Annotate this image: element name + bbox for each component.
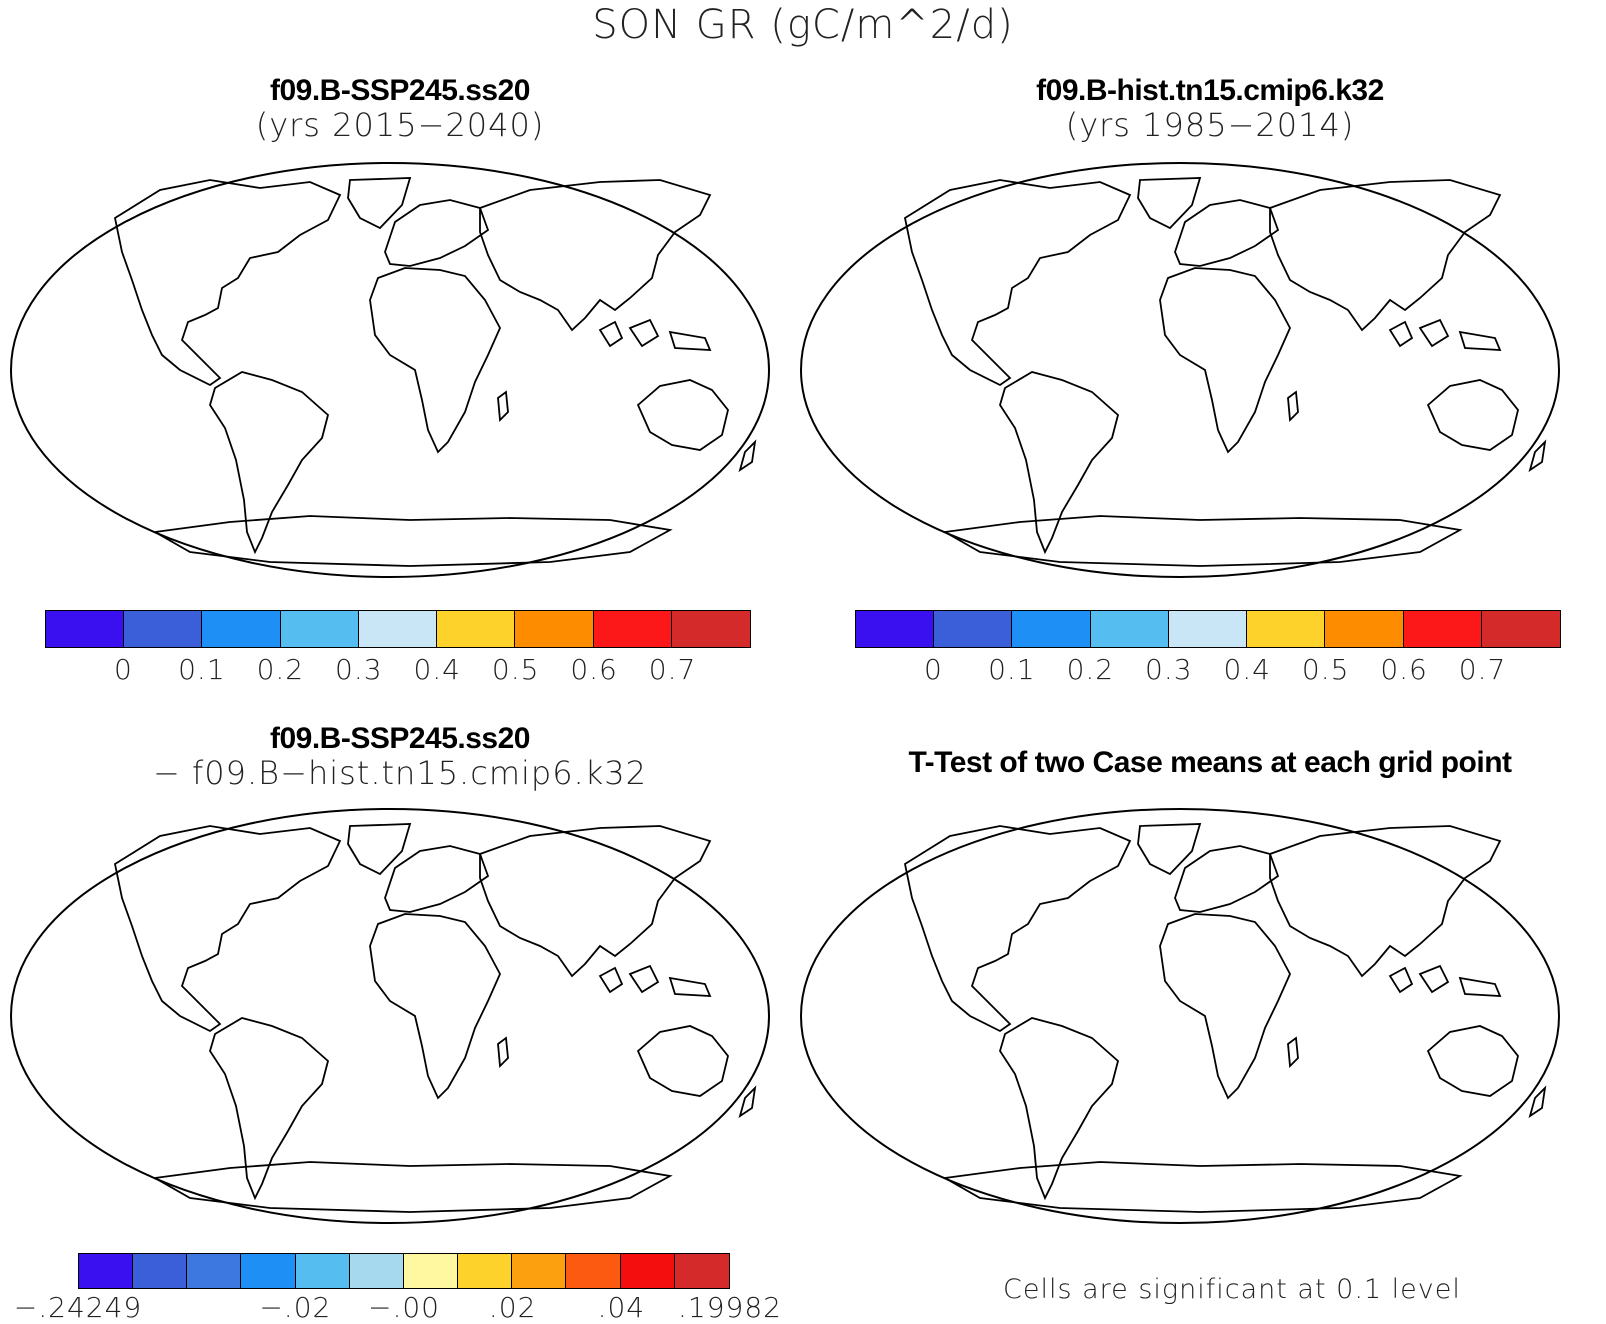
colorbar-tick-label: 0.6 <box>1380 653 1428 686</box>
colorbar-tick-label: .19982 <box>678 1291 782 1324</box>
colorbar-tick-label: 0 <box>114 653 133 686</box>
colorbar-swatch <box>671 611 750 647</box>
colorbar-labels-panel-3: −.24249 −.02 −.00 .02 .04 .19982 <box>14 1291 781 1324</box>
panel-3-map <box>10 808 770 1224</box>
panel-2-title-block: f09.B-hist.tn15.cmip6.k32 (yrs 1985−2014… <box>820 74 1600 142</box>
colorbar-swatch <box>241 1254 296 1288</box>
colorbar-swatch <box>1090 611 1169 647</box>
colorbar-tick-label: 0.1 <box>178 653 226 686</box>
panel-3-title-block: f09.B-SSP245.ss20 − f09.B−hist.tn15.cmip… <box>30 722 770 790</box>
colorbar-tick-label: 0.6 <box>570 653 618 686</box>
panel-1-map <box>10 162 770 578</box>
panel-2-map <box>800 162 1560 578</box>
panel-1-title-block: f09.B-SSP245.ss20 (yrs 2015−2040) <box>30 74 770 142</box>
panel-1-title: f09.B-SSP245.ss20 <box>269 74 531 107</box>
colorbar-swatch <box>295 1254 350 1288</box>
colorbar-labels-panel-2: 0 0.1 0.2 0.3 0.4 0.5 0.6 0.7 <box>855 653 1561 686</box>
colorbar-tick-label: .02 <box>488 1291 537 1324</box>
colorbar-swatch <box>358 611 438 647</box>
colorbar-swatch <box>124 611 203 647</box>
colorbar-swatch <box>458 1254 513 1288</box>
panel-4-map <box>800 808 1560 1224</box>
colorbar-tick-label: 0.4 <box>1223 653 1271 686</box>
colorbar-tick-label: .04 <box>597 1291 646 1324</box>
colorbar-tick-label: 0.1 <box>988 653 1036 686</box>
figure-title: SON GR (gC/m^2/d) <box>592 2 1014 48</box>
colorbar-tick-label: −.00 <box>368 1291 440 1324</box>
colorbar-tick-label: 0.4 <box>413 653 461 686</box>
panel-3-subtitle: − f09.B−hist.tn15.cmip6.k32 <box>153 754 647 792</box>
colorbar-swatch <box>856 611 935 647</box>
colorbar-tick-label: 0.7 <box>1458 653 1507 686</box>
colorbar-swatch <box>46 611 125 647</box>
panel-3-title: f09.B-SSP245.ss20 <box>269 722 531 755</box>
significance-footnote: Cells are significant at 0.1 level <box>1003 1274 1461 1305</box>
panel-2-subtitle: (yrs 1985−2014) <box>1065 106 1355 144</box>
panel-2-title: f09.B-hist.tn15.cmip6.k32 <box>1036 74 1384 107</box>
colorbar-tick-label: 0.5 <box>1301 653 1350 686</box>
colorbar-swatch <box>437 611 516 647</box>
colorbar-swatch <box>934 611 1013 647</box>
colorbar-tick-label: 0.5 <box>491 653 540 686</box>
colorbar-swatch <box>133 1254 188 1288</box>
colorbar-panel-1 <box>45 610 751 648</box>
colorbar-swatch <box>349 1254 404 1288</box>
colorbar-swatch <box>512 1254 567 1288</box>
colorbar-tick-label: −.02 <box>259 1291 332 1324</box>
colorbar-swatch <box>1325 611 1404 647</box>
colorbar-swatch <box>515 611 594 647</box>
colorbar-labels-panel-1: 0 0.1 0.2 0.3 0.4 0.5 0.6 0.7 <box>45 653 751 686</box>
colorbar-tick-label: −.24249 <box>13 1291 143 1324</box>
colorbar-tick-label: 0 <box>924 653 943 686</box>
colorbar-swatch <box>280 611 359 647</box>
colorbar-panel-2 <box>855 610 1561 648</box>
colorbar-swatch <box>403 1254 459 1288</box>
colorbar-swatch <box>79 1254 134 1288</box>
colorbar-swatch <box>1247 611 1326 647</box>
colorbar-swatch <box>187 1254 242 1288</box>
colorbar-tick-label: 0.2 <box>1066 653 1115 686</box>
panel-4-title-block: T-Test of two Case means at each grid po… <box>820 746 1600 780</box>
colorbar-swatch <box>620 1254 675 1288</box>
colorbar-panel-3 <box>78 1253 730 1289</box>
colorbar-tick-label: 0.3 <box>1145 653 1193 686</box>
colorbar-swatch <box>593 611 672 647</box>
colorbar-swatch <box>674 1254 729 1288</box>
panel-1-subtitle: (yrs 2015−2040) <box>255 106 545 144</box>
panel-4-title: T-Test of two Case means at each grid po… <box>908 746 1512 779</box>
colorbar-swatch <box>1403 611 1482 647</box>
colorbar-tick-label: 0.2 <box>256 653 305 686</box>
colorbar-swatch <box>566 1254 621 1288</box>
colorbar-swatch <box>1481 611 1560 647</box>
colorbar-tick-label: 0.3 <box>335 653 383 686</box>
colorbar-swatch <box>1012 611 1091 647</box>
colorbar-swatch <box>202 611 281 647</box>
colorbar-tick-label: 0.7 <box>648 653 697 686</box>
colorbar-swatch <box>1168 611 1248 647</box>
